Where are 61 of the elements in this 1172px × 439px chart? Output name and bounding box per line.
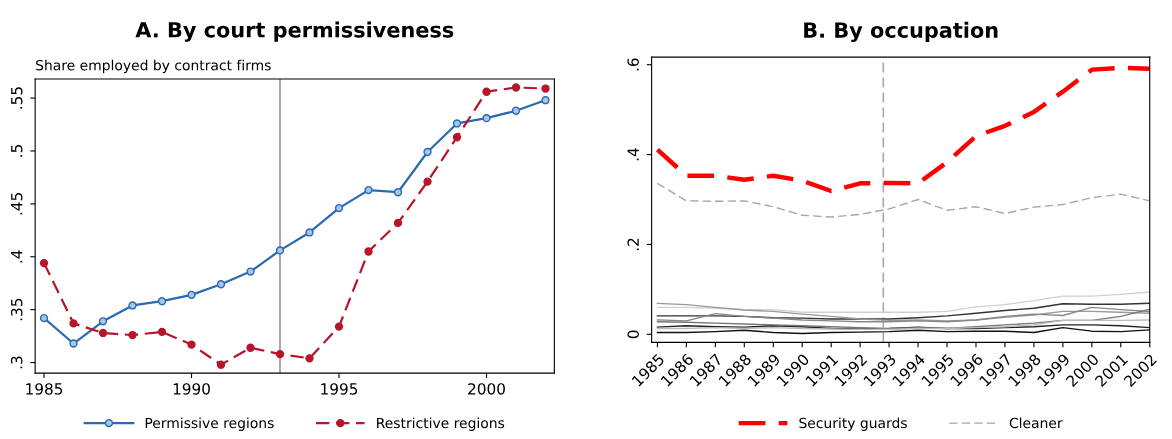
line-series <box>655 65 1150 194</box>
point <box>541 84 550 93</box>
point <box>216 280 226 289</box>
y-tick-label: .4 <box>627 148 639 161</box>
point <box>541 96 550 105</box>
point <box>39 258 49 268</box>
point <box>423 147 432 157</box>
point <box>393 188 403 197</box>
line-series <box>656 319 1150 331</box>
y-tick-label: .6 <box>627 58 639 71</box>
point <box>393 218 403 228</box>
point <box>305 228 314 237</box>
y-tick-label: .3 <box>10 356 23 369</box>
point <box>69 339 78 348</box>
point <box>482 113 491 123</box>
point <box>187 340 196 349</box>
chart-title: A. By court permissiveness <box>135 21 454 42</box>
legend-label: Cleaner <box>1009 417 1063 429</box>
y-tick-label: 0 <box>627 330 639 339</box>
line-series <box>656 291 1150 314</box>
point <box>157 327 167 337</box>
point <box>69 319 78 328</box>
point <box>334 203 344 213</box>
point <box>128 301 137 310</box>
legend-label: Security guards <box>799 417 907 431</box>
point <box>187 290 196 300</box>
x-tick-label: 2000 <box>468 383 505 395</box>
point <box>334 322 344 331</box>
point <box>98 317 108 326</box>
x-tick-label: 1995 <box>321 383 358 395</box>
point <box>246 343 255 352</box>
point <box>275 349 285 359</box>
point <box>364 185 373 195</box>
point <box>305 354 314 363</box>
legend-label: Restrictive regions <box>377 417 505 431</box>
point <box>157 297 167 306</box>
point <box>98 328 108 338</box>
line-series <box>656 308 1150 330</box>
y-tick-label: .2 <box>627 238 639 251</box>
chart-title: B. By occupation <box>804 21 998 43</box>
point <box>511 106 521 115</box>
point <box>39 313 49 323</box>
y-tick-label: .45 <box>11 193 23 215</box>
point <box>511 83 521 92</box>
point <box>364 247 373 256</box>
point <box>275 246 285 255</box>
x-tick-label: 1990 <box>173 383 210 395</box>
point <box>128 330 137 340</box>
point <box>216 360 226 369</box>
y-tick-label: .4 <box>11 250 23 263</box>
y-tick-label: .35 <box>10 298 23 321</box>
point <box>246 267 255 276</box>
y-tick-label: .5 <box>11 145 23 157</box>
point <box>452 133 462 142</box>
x-tick-label: 1985 <box>26 383 63 395</box>
point <box>452 119 462 128</box>
point <box>423 177 432 186</box>
y-tick-label: .55 <box>11 87 23 109</box>
legend-label: Permissive regions <box>145 417 274 431</box>
y-axis-title: Share employed by contract firms <box>36 59 271 74</box>
point <box>482 87 491 96</box>
